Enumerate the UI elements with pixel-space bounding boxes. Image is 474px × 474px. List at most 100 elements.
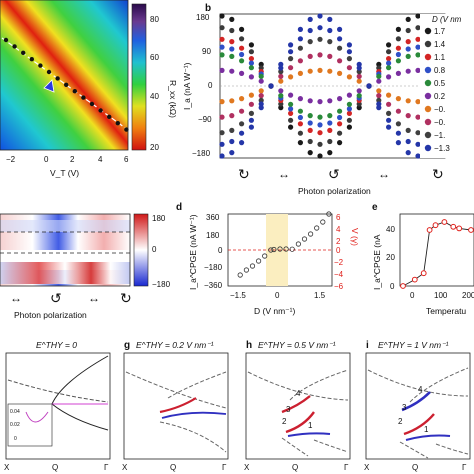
panel-i: i E^THY = 1 V nm⁻¹ 4 3 2 1 X Q Γ	[364, 340, 471, 472]
b-data-point	[337, 130, 343, 136]
d-data-point	[289, 246, 295, 252]
b-legend-label: −0.	[434, 118, 445, 127]
h-band	[281, 437, 309, 457]
b-data-point	[288, 42, 294, 48]
b-data-point	[278, 73, 284, 79]
b-legend-label: 1.1	[434, 53, 446, 62]
b-legend-marker	[424, 27, 432, 35]
b-data-point	[395, 45, 401, 51]
b-data-point	[405, 98, 411, 104]
a-data-point	[63, 82, 69, 88]
b-data-point	[288, 124, 294, 130]
b-data-point	[239, 96, 245, 102]
b-data-point	[386, 60, 392, 66]
b-data-point	[278, 88, 284, 94]
b-data-point	[307, 113, 313, 119]
b-data-point	[278, 93, 284, 99]
a-data-point	[124, 127, 129, 132]
b-data-point	[278, 105, 284, 111]
d-data-point	[249, 263, 256, 269]
b-data-point	[395, 26, 401, 32]
e-ylabel: I_a^CPGE (nA	[372, 234, 382, 290]
b-data-point	[239, 45, 245, 51]
b-data-point	[229, 46, 235, 52]
b-data-point	[258, 97, 264, 103]
cbar-a-tick: 60	[150, 53, 159, 62]
b-legend-label: −1.3	[434, 144, 450, 153]
panel-h: h E^THY = 0.5 V nm⁻¹ 4 3 2 1 X Q Γ	[244, 340, 351, 472]
b-data-point	[229, 16, 235, 22]
b-data-point	[248, 60, 254, 66]
g-title: E^THY = 0.2 V nm⁻¹	[136, 340, 214, 350]
b-data-point	[219, 13, 225, 19]
d-y2label: V (γ)	[350, 228, 360, 246]
b-data-point	[327, 98, 333, 104]
b-data-point	[248, 124, 254, 130]
b-data-point	[317, 141, 323, 147]
b-data-point	[219, 99, 225, 105]
cbar-a-tick: 80	[150, 15, 159, 24]
d-data-point	[320, 219, 326, 225]
b-data-point	[376, 93, 382, 99]
h-band-highlight	[281, 395, 311, 414]
b-data-point	[376, 61, 382, 67]
f-band	[7, 379, 109, 403]
double-arrow-icon: ↔	[10, 291, 22, 305]
a-data-point	[38, 63, 43, 68]
b-data-point	[395, 51, 401, 58]
b-data-point	[297, 121, 303, 127]
b-data-point	[395, 130, 401, 136]
b-data-point	[337, 58, 343, 64]
b-data-point	[346, 42, 352, 48]
b-data-point	[317, 52, 323, 58]
b-data-point	[405, 113, 411, 119]
f-inset-tick: 0.04	[10, 409, 20, 415]
h-title: E^THY = 0.5 V nm⁻¹	[258, 340, 336, 350]
b-data-point	[327, 27, 333, 34]
a-xtick: 6	[124, 155, 129, 164]
b-data-point	[229, 27, 235, 34]
a-xtick: 2	[70, 155, 75, 164]
b-data-point	[346, 110, 352, 116]
b-data-point	[288, 56, 294, 62]
h-band-label: 4	[296, 389, 301, 398]
d-y2tick: −6	[334, 282, 344, 291]
b-data-point	[239, 108, 245, 114]
a-data-point	[115, 121, 121, 126]
b-data-point	[356, 93, 362, 99]
b-data-point	[297, 108, 303, 114]
b-data-point	[239, 70, 245, 76]
b-data-point	[386, 124, 392, 130]
panel-a: 80 60 40 20 R_xx (kΩ) −2 0 2 4 6 V_T (V)	[0, 0, 178, 178]
b-data-point	[405, 138, 411, 145]
e-xtick: 100	[434, 291, 448, 300]
e-data-point	[400, 283, 406, 289]
i-xtick: X	[364, 463, 370, 472]
panel-b-dots	[219, 13, 421, 159]
b-data-point	[337, 121, 343, 127]
b-data-point	[229, 68, 235, 74]
e-data-point	[432, 222, 439, 229]
i-band	[399, 441, 429, 459]
b-data-point	[297, 140, 303, 146]
b-data-point	[248, 110, 254, 116]
b-data-point	[297, 58, 303, 64]
b-data-point	[219, 25, 225, 31]
panel-h-label: h	[246, 340, 252, 351]
a-xtick: 0	[44, 155, 49, 164]
b-legend-label: 0.8	[434, 66, 446, 75]
a-data-point	[29, 57, 34, 62]
b-data-point	[327, 127, 333, 133]
i-band	[409, 367, 469, 403]
b-data-point	[307, 127, 313, 133]
b-ytick: 90	[202, 47, 211, 56]
d-data-point	[271, 246, 277, 253]
b-data-point	[386, 117, 392, 123]
b-data-point	[376, 101, 382, 107]
panel-f-frame	[5, 352, 111, 460]
a-data-point	[107, 114, 112, 120]
panel-c-colorbar	[133, 213, 149, 287]
b-data-point	[307, 53, 313, 60]
b-data-point	[258, 93, 264, 99]
panel-a-dots	[3, 37, 129, 132]
